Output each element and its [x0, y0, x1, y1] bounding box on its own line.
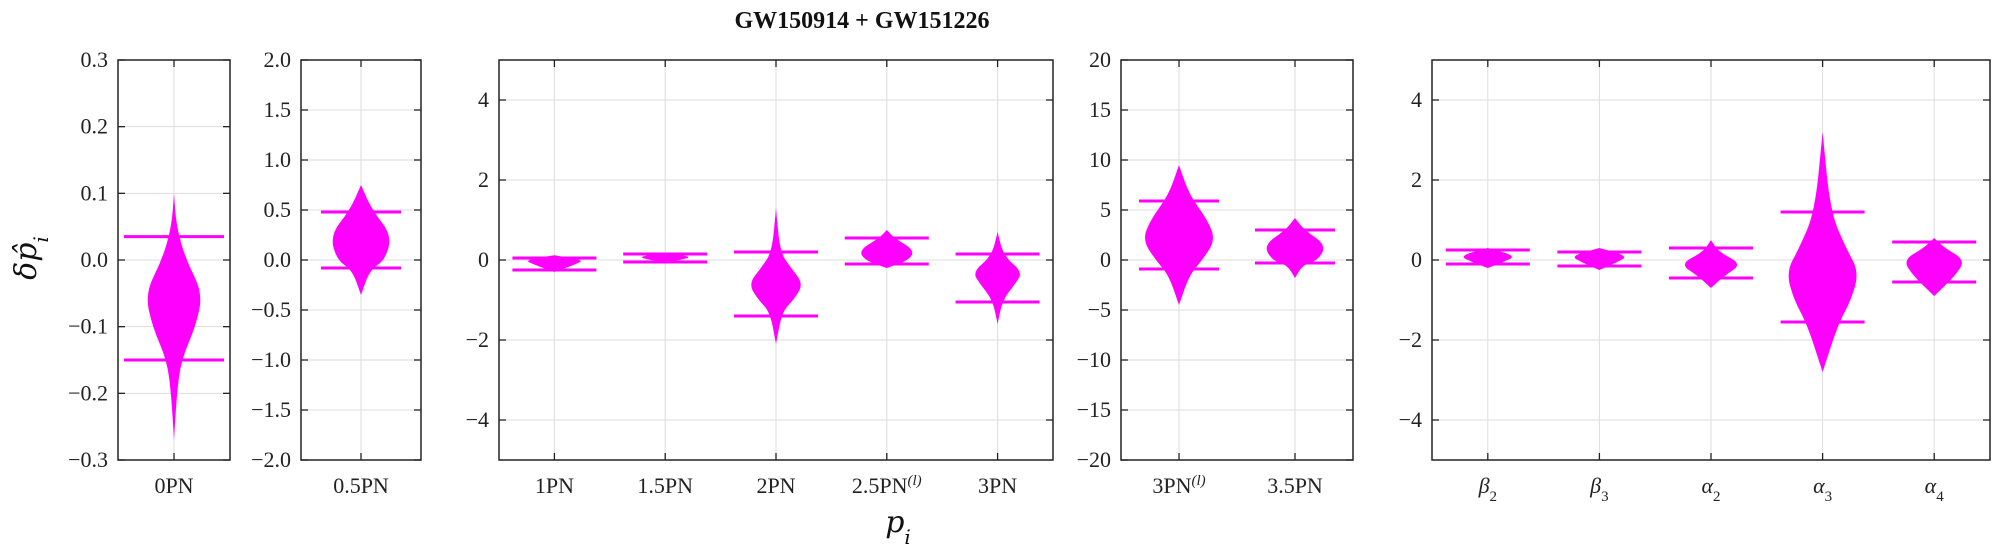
- y-tick-label: −10: [1077, 347, 1111, 372]
- subplots: 0.3 0.2 0.1 0.0 −0.1 −0.2 −0.3 0PN 2.0 1.5 1.0 0.5 0…: [68, 47, 1991, 505]
- y-tick-label: 0: [1100, 247, 1111, 272]
- x-category-label: α3: [1813, 473, 1832, 505]
- y-tick-label: 4: [1411, 87, 1422, 112]
- figure-title: GW150914 + GW151226: [734, 8, 989, 34]
- x-axis-label: pi: [885, 505, 911, 549]
- x-category-label: 3.5PN: [1267, 473, 1323, 498]
- subplot-frame: [498, 59, 1054, 461]
- y-tick-label: −15: [1077, 397, 1111, 422]
- y-tick-label: −1.5: [251, 397, 291, 422]
- y-tick-label: 0.3: [81, 47, 109, 72]
- y-tick-label: −0.5: [251, 297, 291, 322]
- violin-3PN: [1145, 165, 1213, 305]
- y-axis-label-main: δp̂: [9, 243, 44, 280]
- y-tick-label: 15: [1089, 97, 1111, 122]
- subplot-frame: [117, 59, 231, 461]
- violin-0PN: [147, 193, 201, 440]
- subplot-4: 20 15 10 5 0 −5 −10 −15 −20 3PN(l) 3.5PN: [1077, 47, 1354, 498]
- subplot-frame: [1431, 59, 1991, 461]
- y-tick-label: −1.0: [251, 347, 291, 372]
- y-tick-label: 0.2: [81, 114, 109, 139]
- y-tick-label: 2: [478, 167, 489, 192]
- y-tick-label: 5: [1100, 197, 1111, 222]
- violin-α3: [1788, 132, 1857, 372]
- x-category-label: 0PN: [154, 473, 193, 498]
- x-category-label: 1.5PN: [637, 473, 693, 498]
- y-tick-label: −2.0: [251, 447, 291, 472]
- subplot-frame: [300, 59, 422, 461]
- y-tick-label: −2: [466, 327, 489, 352]
- y-tick-label: 0.0: [264, 247, 292, 272]
- y-tick-label: 0.5: [264, 197, 292, 222]
- y-tick-label: 0: [1411, 247, 1422, 272]
- x-category-label: α2: [1701, 473, 1720, 505]
- x-category-label: 0.5PN: [333, 473, 389, 498]
- y-tick-label: 20: [1089, 47, 1111, 72]
- x-category-label: α4: [1925, 473, 1945, 505]
- subplot-3: 4 2 0 −2 −4 1PN 1.5PN 2PN 2.5PN(l) 3PN: [466, 59, 1054, 498]
- y-axis-label: δp̂i: [9, 236, 53, 280]
- x-category-label: 3PN: [978, 473, 1017, 498]
- y-tick-label: −4: [466, 407, 489, 432]
- y-tick-label: −5: [1088, 297, 1111, 322]
- subplot-5: 4 2 0 −2 −4 β2 β3 α2 α3 α4: [1399, 59, 1991, 505]
- y-tick-label: 10: [1089, 147, 1111, 172]
- violin-0.5PN: [332, 185, 390, 295]
- y-tick-label: −0.3: [68, 447, 108, 472]
- violin-3.5PN: [1266, 218, 1324, 278]
- y-tick-label: 2: [1411, 167, 1422, 192]
- x-category-label: β3: [1589, 473, 1608, 505]
- x-axis-label-sub: i: [904, 525, 910, 549]
- y-tick-label: −0.2: [68, 380, 108, 405]
- violin-α2: [1684, 240, 1738, 288]
- y-tick-label: 0: [478, 247, 489, 272]
- y-tick-label: 0.1: [81, 180, 109, 205]
- y-tick-label: 2.0: [264, 47, 292, 72]
- violin-2PN: [751, 208, 801, 344]
- subplot-1: 0.3 0.2 0.1 0.0 −0.1 −0.2 −0.3 0PN: [68, 47, 231, 498]
- y-tick-label: 0.0: [81, 247, 109, 272]
- subplot-frame: [1120, 59, 1354, 461]
- violin-α4: [1906, 238, 1962, 296]
- violin-2.5PN: [861, 230, 913, 268]
- x-axis-label-main: p: [885, 505, 904, 540]
- x-category-label: β2: [1478, 473, 1497, 505]
- x-category-label: 2PN: [756, 473, 795, 498]
- y-tick-label: −4: [1399, 407, 1422, 432]
- y-tick-label: −20: [1077, 447, 1111, 472]
- y-tick-label: −2: [1399, 327, 1422, 352]
- y-tick-label: 4: [478, 87, 489, 112]
- violin-3PN: [975, 232, 1020, 324]
- subplot-2: 2.0 1.5 1.0 0.5 0.0 −0.5 −1.0 −1.5 −2.0 0.5PN: [251, 47, 422, 498]
- x-category-label: 1PN: [535, 473, 574, 498]
- x-category-label: 2.5PN(l): [852, 473, 922, 498]
- y-tick-label: 1.5: [264, 97, 292, 122]
- y-tick-label: −0.1: [68, 314, 108, 339]
- y-axis-label-sub: i: [29, 236, 53, 242]
- y-tick-label: 1.0: [264, 147, 292, 172]
- x-category-label: 3PN(l): [1152, 473, 1205, 498]
